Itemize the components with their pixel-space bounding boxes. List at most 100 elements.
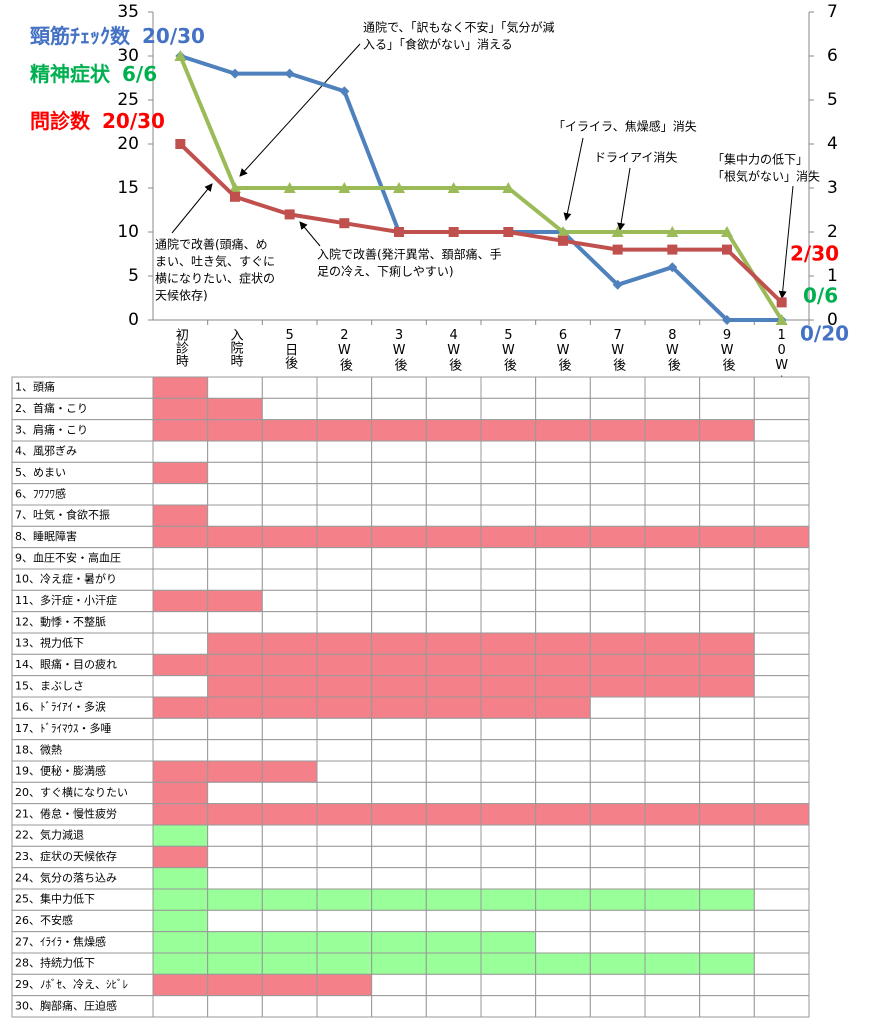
cell: [316, 675, 373, 698]
cell: [152, 589, 209, 613]
cell: [480, 611, 537, 634]
cell: [207, 504, 263, 527]
cell: [261, 717, 318, 741]
cell: [152, 973, 209, 997]
cell: [316, 419, 373, 442]
cell: [261, 909, 318, 933]
cell: [480, 461, 537, 485]
cell: [753, 952, 810, 975]
y2-tick-label: 4: [827, 134, 838, 154]
cell: [207, 547, 263, 570]
y-tick-label: 35: [117, 2, 139, 22]
cell: [261, 675, 318, 698]
cell: [480, 909, 537, 933]
cell: [644, 973, 701, 997]
point: [721, 226, 733, 237]
cell: [535, 973, 591, 997]
point: [722, 315, 732, 325]
cell: [316, 888, 373, 911]
cell: [699, 419, 755, 442]
cell: [644, 803, 701, 826]
cell: [535, 675, 591, 698]
cell: [371, 504, 427, 527]
y2-tick-label: 2: [827, 222, 838, 242]
cell: [480, 760, 537, 783]
cell: [535, 397, 591, 421]
cell: [589, 845, 646, 869]
cell: [480, 888, 537, 911]
cell: [207, 568, 263, 591]
x-tick-label: 8W後: [665, 328, 681, 371]
cell: [316, 717, 373, 741]
cell: [535, 717, 591, 741]
cell: [753, 739, 810, 762]
cell: [371, 824, 427, 847]
cell: [753, 717, 810, 741]
point: [284, 68, 295, 79]
cell: [207, 611, 263, 634]
cell: [261, 845, 318, 869]
point: [502, 182, 515, 193]
cell: [699, 824, 755, 847]
cell: [753, 760, 810, 783]
cell: [425, 653, 482, 677]
cell: [425, 461, 482, 485]
cell: [753, 973, 810, 997]
cell: [152, 419, 209, 442]
cell: [261, 781, 318, 805]
cell: [699, 525, 755, 549]
cell: [371, 760, 427, 783]
cell: [371, 483, 427, 506]
cell: [425, 589, 482, 613]
row-label-cell: [11, 995, 154, 1018]
cell: [152, 611, 209, 634]
cell: [207, 803, 263, 826]
cell: [589, 760, 646, 783]
cell: [644, 419, 701, 442]
cell: [152, 483, 209, 506]
cell: [261, 568, 318, 591]
cell: [644, 440, 701, 463]
cell: [753, 824, 810, 847]
cell: [753, 525, 810, 549]
cell: [699, 867, 755, 890]
row-label: 14、眼痛・目の疲れ: [15, 657, 117, 671]
point: [338, 182, 351, 193]
cell: [535, 931, 591, 954]
point: [393, 182, 405, 193]
cell: [207, 440, 263, 463]
cell: [699, 397, 755, 421]
cell: [425, 525, 482, 549]
annotation: 横になりたい、症状の: [155, 271, 275, 286]
point: [339, 86, 350, 97]
cell: [261, 376, 318, 399]
cell: [644, 995, 701, 1018]
cell: [371, 909, 427, 933]
cell: [261, 867, 318, 890]
cell: [753, 867, 810, 890]
cell: [535, 995, 591, 1018]
cell: [753, 568, 810, 591]
legend-summary: 6/6: [122, 62, 157, 86]
cell: [753, 461, 810, 485]
annotation: 通院で、「訳もなく不安」「気分が減: [363, 20, 555, 35]
x-tick-label: 5日後: [282, 328, 298, 369]
cell: [589, 931, 646, 954]
point: [667, 262, 678, 273]
cell: [152, 440, 209, 463]
end-label: 0/20: [800, 322, 849, 346]
cell: [699, 504, 755, 527]
cell: [753, 483, 810, 506]
cell: [316, 568, 373, 591]
series-line: [178, 55, 784, 322]
row-label: 25、集中力低下: [15, 892, 95, 906]
cell: [425, 995, 482, 1018]
row-label: 15、まぶしさ: [15, 679, 84, 692]
cell: [316, 995, 373, 1018]
cell: [589, 483, 646, 506]
cell: [535, 483, 591, 506]
cell: [480, 483, 537, 506]
cell: [480, 632, 537, 655]
annotation: ドライアイ消失: [594, 150, 677, 165]
